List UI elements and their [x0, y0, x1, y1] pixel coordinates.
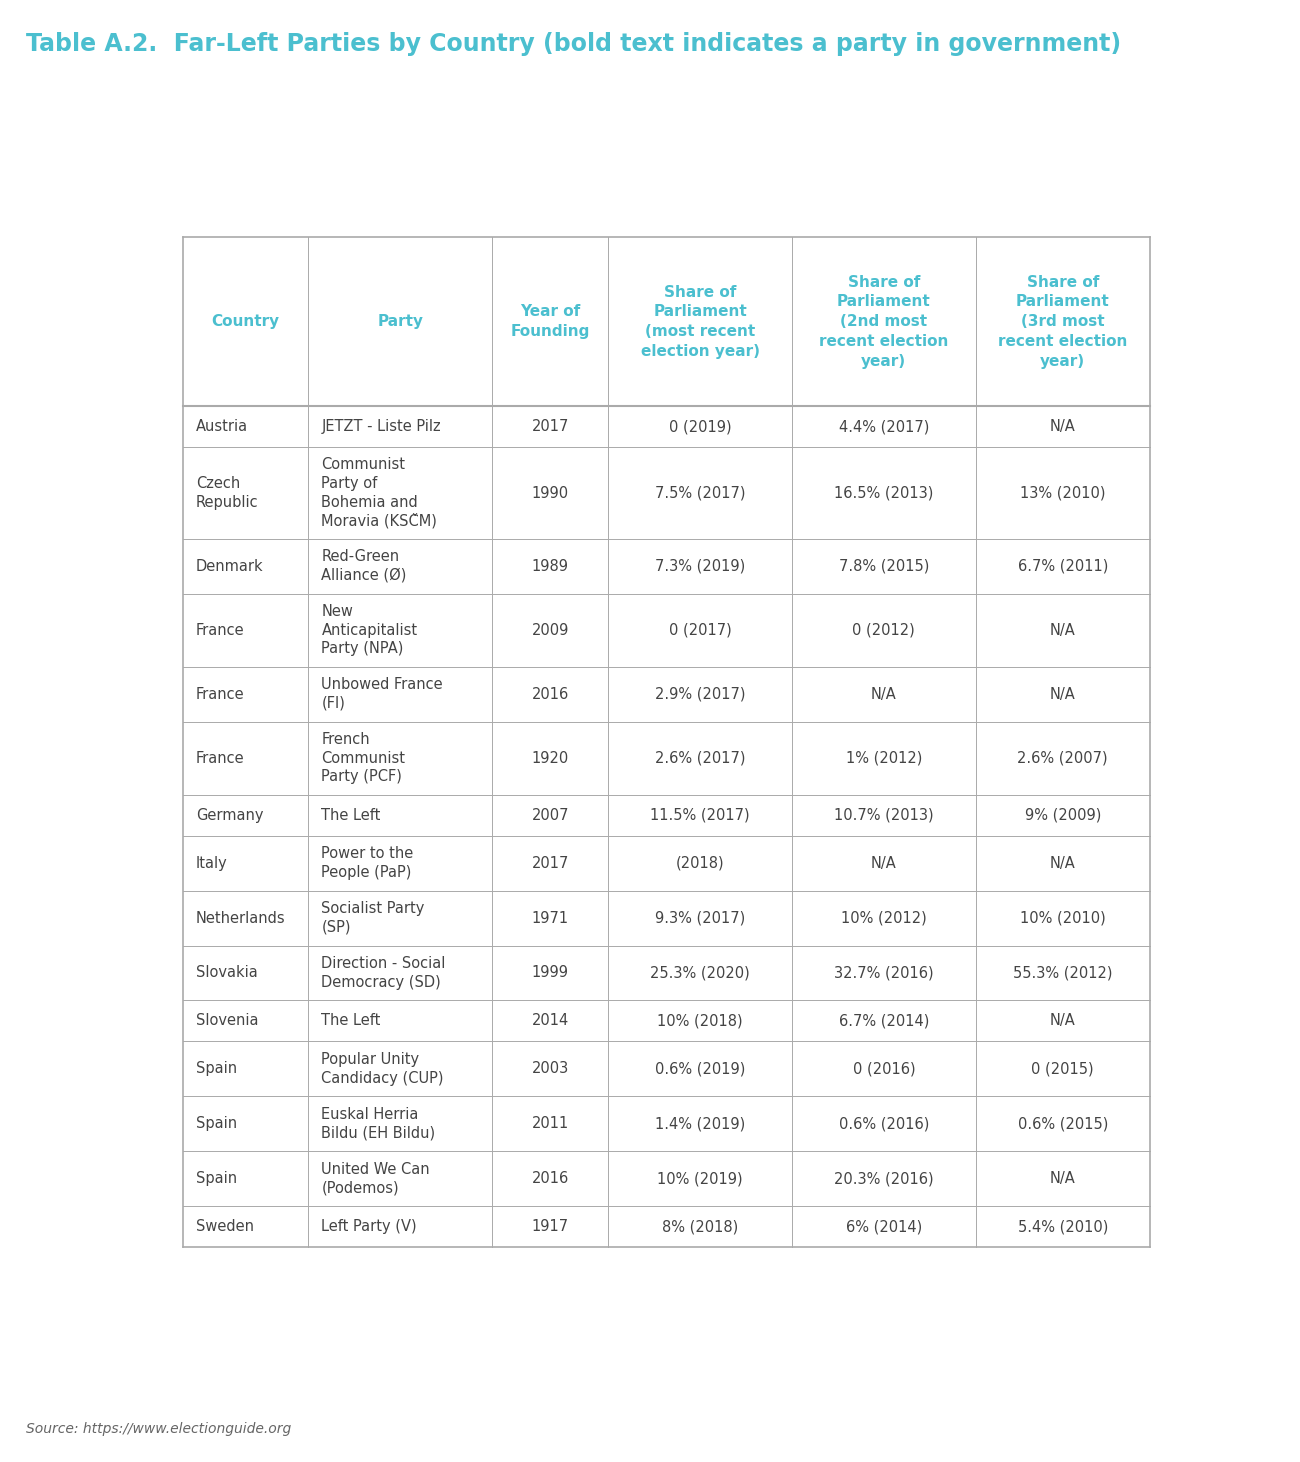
Text: 7.5% (2017): 7.5% (2017): [655, 485, 745, 500]
Text: France: France: [196, 750, 244, 766]
Text: Table A.2.  Far-Left Parties by Country (bold text indicates a party in governme: Table A.2. Far-Left Parties by Country (…: [26, 32, 1121, 56]
Text: JETZT - Liste Pilz: JETZT - Liste Pilz: [321, 420, 441, 434]
Text: 20.3% (2016): 20.3% (2016): [835, 1171, 933, 1186]
Text: Direction - Social
Democracy (SD): Direction - Social Democracy (SD): [321, 956, 446, 990]
Text: Italy: Italy: [196, 855, 227, 871]
Text: Power to the
People (PaP): Power to the People (PaP): [321, 846, 413, 880]
Text: Spain: Spain: [196, 1061, 237, 1076]
Text: France: France: [196, 623, 244, 637]
Text: N/A: N/A: [871, 855, 897, 871]
Text: 2016: 2016: [532, 687, 569, 702]
Text: 9.3% (2017): 9.3% (2017): [655, 911, 745, 925]
Text: 32.7% (2016): 32.7% (2016): [835, 965, 933, 981]
Text: 1920: 1920: [532, 750, 569, 766]
Text: 10% (2012): 10% (2012): [841, 911, 927, 925]
Text: Left Party (V): Left Party (V): [321, 1219, 417, 1234]
Text: N/A: N/A: [871, 687, 897, 702]
Text: 10% (2010): 10% (2010): [1020, 911, 1106, 925]
Text: France: France: [196, 687, 244, 702]
Text: 1917: 1917: [532, 1219, 568, 1234]
Text: 5.4% (2010): 5.4% (2010): [1018, 1219, 1108, 1234]
Text: 10% (2019): 10% (2019): [658, 1171, 742, 1186]
Text: Popular Unity
Candidacy (CUP): Popular Unity Candidacy (CUP): [321, 1053, 445, 1086]
Text: 10.7% (2013): 10.7% (2013): [835, 807, 933, 823]
Text: 4.4% (2017): 4.4% (2017): [838, 420, 930, 434]
Text: 2009: 2009: [532, 623, 569, 637]
Text: N/A: N/A: [1050, 1013, 1075, 1028]
Text: 6.7% (2011): 6.7% (2011): [1018, 558, 1108, 573]
Text: Spain: Spain: [196, 1117, 237, 1132]
Text: Unbowed France
(FI): Unbowed France (FI): [321, 677, 443, 711]
Text: 2011: 2011: [532, 1117, 569, 1132]
Text: 0 (2016): 0 (2016): [853, 1061, 915, 1076]
Text: 2017: 2017: [532, 855, 569, 871]
Text: Country: Country: [212, 314, 280, 329]
Text: Slovakia: Slovakia: [196, 965, 257, 981]
Text: 25.3% (2020): 25.3% (2020): [650, 965, 750, 981]
Text: 2016: 2016: [532, 1171, 569, 1186]
Text: 2017: 2017: [532, 420, 569, 434]
Text: 0 (2012): 0 (2012): [853, 623, 915, 637]
Text: Party: Party: [377, 314, 424, 329]
Text: Red-Green
Alliance (Ø): Red-Green Alliance (Ø): [321, 550, 407, 583]
Text: 1990: 1990: [532, 485, 568, 500]
Text: 1.4% (2019): 1.4% (2019): [655, 1117, 745, 1132]
Text: Share of
Parliament
(most recent
election year): Share of Parliament (most recent electio…: [641, 285, 759, 360]
Text: N/A: N/A: [1050, 687, 1075, 702]
Text: 2.6% (2007): 2.6% (2007): [1018, 750, 1108, 766]
Text: Year of
Founding: Year of Founding: [511, 304, 590, 339]
Text: 2014: 2014: [532, 1013, 569, 1028]
Text: French
Communist
Party (PCF): French Communist Party (PCF): [321, 732, 406, 784]
Text: Spain: Spain: [196, 1171, 237, 1186]
Text: 2.9% (2017): 2.9% (2017): [655, 687, 745, 702]
Text: Source: https://www.electionguide.org: Source: https://www.electionguide.org: [26, 1421, 291, 1436]
Text: Netherlands: Netherlands: [196, 911, 286, 925]
Text: Czech
Republic: Czech Republic: [196, 477, 259, 510]
Text: 0.6% (2016): 0.6% (2016): [838, 1117, 930, 1132]
Text: 0.6% (2019): 0.6% (2019): [655, 1061, 745, 1076]
Text: 6% (2014): 6% (2014): [846, 1219, 922, 1234]
Text: United We Can
(Podemos): United We Can (Podemos): [321, 1162, 430, 1196]
Text: 0 (2015): 0 (2015): [1031, 1061, 1095, 1076]
Text: 10% (2018): 10% (2018): [658, 1013, 742, 1028]
Text: 7.8% (2015): 7.8% (2015): [838, 558, 930, 573]
Text: N/A: N/A: [1050, 855, 1075, 871]
Text: (2018): (2018): [676, 855, 724, 871]
Text: Euskal Herria
Bildu (EH Bildu): Euskal Herria Bildu (EH Bildu): [321, 1107, 436, 1140]
Text: 1971: 1971: [532, 911, 568, 925]
Text: 1999: 1999: [532, 965, 568, 981]
Text: N/A: N/A: [1050, 1171, 1075, 1186]
Text: Share of
Parliament
(3rd most
recent election
year): Share of Parliament (3rd most recent ele…: [998, 275, 1127, 368]
Text: Sweden: Sweden: [196, 1219, 254, 1234]
Text: 1989: 1989: [532, 558, 568, 573]
Text: The Left: The Left: [321, 1013, 381, 1028]
Text: Socialist Party
(SP): Socialist Party (SP): [321, 901, 425, 934]
Text: 8% (2018): 8% (2018): [662, 1219, 738, 1234]
Text: Denmark: Denmark: [196, 558, 264, 573]
Text: 0 (2019): 0 (2019): [668, 420, 732, 434]
Text: 11.5% (2017): 11.5% (2017): [650, 807, 750, 823]
Text: The Left: The Left: [321, 807, 381, 823]
Text: N/A: N/A: [1050, 420, 1075, 434]
Text: 2.6% (2017): 2.6% (2017): [655, 750, 745, 766]
Text: 7.3% (2019): 7.3% (2019): [655, 558, 745, 573]
Text: Austria: Austria: [196, 420, 248, 434]
Text: 55.3% (2012): 55.3% (2012): [1013, 965, 1113, 981]
Text: 2007: 2007: [532, 807, 569, 823]
Text: Slovenia: Slovenia: [196, 1013, 259, 1028]
Text: 0 (2017): 0 (2017): [668, 623, 732, 637]
Text: Share of
Parliament
(2nd most
recent election
year): Share of Parliament (2nd most recent ele…: [819, 275, 949, 368]
Text: N/A: N/A: [1050, 623, 1075, 637]
Text: 9% (2009): 9% (2009): [1024, 807, 1101, 823]
Text: 1% (2012): 1% (2012): [846, 750, 922, 766]
Text: Germany: Germany: [196, 807, 263, 823]
Text: 13% (2010): 13% (2010): [1020, 485, 1105, 500]
Text: 2003: 2003: [532, 1061, 569, 1076]
Text: 0.6% (2015): 0.6% (2015): [1018, 1117, 1108, 1132]
Text: Communist
Party of
Bohemia and
Moravia (KSČM): Communist Party of Bohemia and Moravia (…: [321, 458, 437, 529]
Text: New
Anticapitalist
Party (NPA): New Anticapitalist Party (NPA): [321, 604, 417, 656]
Text: 16.5% (2013): 16.5% (2013): [835, 485, 933, 500]
Text: 6.7% (2014): 6.7% (2014): [838, 1013, 930, 1028]
